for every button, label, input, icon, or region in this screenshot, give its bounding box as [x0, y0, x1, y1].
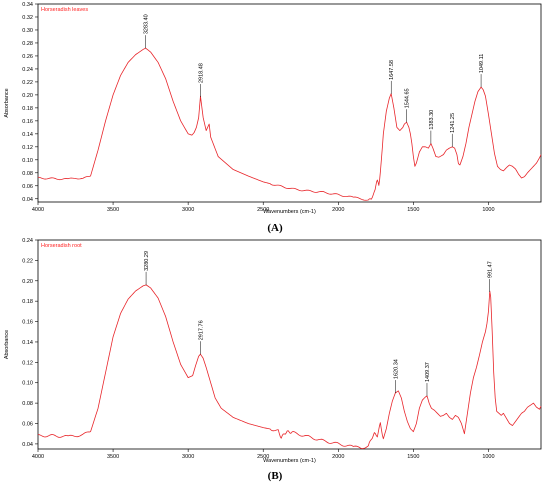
- x-tick-label: 4000: [32, 207, 44, 213]
- y-tick-label: 0.22: [22, 80, 33, 86]
- y-tick-label: 0.06: [22, 422, 33, 428]
- x-tick-label: 1000: [482, 207, 494, 213]
- y-tick-label: 0.26: [22, 54, 33, 60]
- panel-b-label: (B): [268, 470, 283, 482]
- spectrum-line: [37, 284, 542, 449]
- plot-frame: [37, 3, 542, 203]
- y-tick-label: 0.12: [22, 145, 33, 151]
- panel-a-label: (A): [267, 222, 283, 234]
- y-tick-label: 0.06: [22, 184, 33, 190]
- peak-label: 1383.30: [429, 110, 435, 130]
- y-tick-label: 0.16: [22, 119, 33, 125]
- x-tick-label: 3000: [182, 454, 194, 460]
- y-tick-label: 0.08: [22, 171, 33, 177]
- y-tick-label: 0.04: [22, 442, 33, 448]
- x-tick-label: 4000: [32, 454, 44, 460]
- y-tick-label: 0.12: [22, 360, 33, 366]
- y-tick-label: 0.04: [22, 197, 33, 203]
- y-tick-label: 0.34: [22, 2, 33, 8]
- peak-label: 3280.29: [144, 251, 150, 271]
- peak-label: 1409.37: [425, 362, 431, 382]
- y-tick-label: 0.20: [22, 93, 33, 99]
- x-tick-label: 3500: [107, 207, 119, 213]
- x-tick-label: 1500: [407, 207, 419, 213]
- y-tick-label: 0.14: [22, 132, 33, 138]
- y-tick-label: 0.16: [22, 320, 33, 326]
- peak-label: 1049.11: [479, 54, 485, 73]
- y-tick-label: 0.24: [22, 67, 33, 73]
- y-tick-label: 0.10: [22, 381, 33, 387]
- x-tick-label: 2000: [332, 454, 344, 460]
- peak-label: 1241.25: [450, 113, 456, 133]
- y-axis-title: Absorbance: [4, 330, 10, 359]
- peak-label: 1647.58: [389, 60, 395, 80]
- y-tick-label: 0.22: [22, 258, 33, 264]
- x-axis-title: Wavenumbers (cm-1): [263, 458, 316, 464]
- spectrum-title: Horseradish root: [41, 243, 82, 249]
- spectrum-line: [37, 47, 542, 201]
- y-axis-title: Absorbance: [4, 88, 10, 117]
- x-tick-label: 3000: [182, 207, 194, 213]
- x-tick-label: 1000: [482, 454, 494, 460]
- peak-label: 991.47: [488, 261, 494, 278]
- peak-label: 1544.65: [405, 88, 411, 108]
- panel-a-chart: 0.04 0.06 0.08 0.10 0.12 0.14 0.16 0.18 0.20 0.22…: [4, 2, 542, 215]
- x-tick-label: 2000: [332, 207, 344, 213]
- x-tick-label: 2500: [257, 207, 269, 213]
- y-tick-label: 0.28: [22, 41, 33, 47]
- peak-label: 2918.48: [198, 63, 204, 83]
- y-tick-label: 0.32: [22, 15, 33, 21]
- x-axis-title: Wavenumbers (cm-1): [263, 209, 316, 215]
- peak-label: 3283.40: [144, 14, 150, 34]
- y-tick-label: 0.08: [22, 401, 33, 407]
- y-tick-label: 0.18: [22, 106, 33, 112]
- x-tick-label: 1500: [407, 454, 419, 460]
- y-tick-label: 0.30: [22, 28, 33, 34]
- x-tick-label: 2500: [257, 454, 269, 460]
- spectrum-title: Horseradish leaves: [41, 7, 88, 13]
- plot-frame: [37, 239, 542, 450]
- y-tick-label: 0.18: [22, 299, 33, 305]
- panel-b-chart: 0.04 0.06 0.08 0.10 0.12 0.14 0.16 0.18 0.20 0.22…: [4, 238, 542, 464]
- y-tick-label: 0.20: [22, 279, 33, 285]
- peak-label: 2917.76: [198, 320, 204, 340]
- y-tick-label: 0.10: [22, 158, 33, 164]
- peak-label: 1620.34: [393, 359, 399, 379]
- y-tick-label: 0.14: [22, 340, 33, 346]
- y-tick-label: 0.24: [22, 238, 33, 244]
- x-tick-label: 3500: [107, 454, 119, 460]
